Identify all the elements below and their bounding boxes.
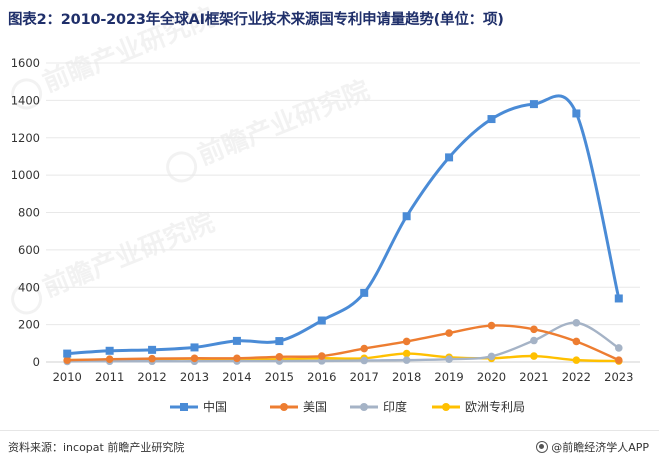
y-tick-label: 600	[18, 243, 40, 257]
footer-divider	[0, 430, 659, 431]
data-point	[530, 336, 538, 345]
series-1	[63, 321, 623, 364]
legend-marker	[360, 403, 368, 411]
watermark-text: 前瞻产业研究院	[38, 207, 218, 304]
x-tick-label: 2016	[307, 370, 336, 384]
y-tick-label: 200	[18, 318, 40, 332]
data-point	[105, 346, 114, 355]
watermark: 前瞻产业研究院	[11, 207, 219, 315]
legend-item: 欧洲专利局	[432, 399, 525, 414]
data-point	[530, 325, 538, 334]
data-point	[402, 212, 411, 221]
data-point	[572, 356, 581, 364]
legend-marker	[180, 403, 188, 411]
data-point	[233, 354, 241, 363]
data-point	[402, 337, 411, 346]
x-tick-label: 2011	[95, 370, 124, 384]
y-tick-label: 1600	[11, 56, 40, 70]
x-tick-label: 2023	[604, 370, 633, 384]
data-point	[487, 352, 496, 361]
data-point	[445, 329, 453, 337]
x-tick-label: 2019	[434, 370, 463, 384]
source-note: 资料来源：incopat 前瞻产业研究院	[8, 441, 185, 454]
data-point	[487, 321, 496, 330]
y-tick-label: 400	[18, 280, 40, 294]
watermark-logo-icon	[11, 78, 43, 110]
legend-label: 美国	[303, 400, 327, 414]
data-point	[572, 337, 581, 346]
data-point	[148, 345, 157, 354]
y-tick-label: 0	[33, 355, 40, 369]
data-point	[445, 355, 453, 363]
data-point	[148, 354, 156, 363]
data-point	[360, 288, 369, 297]
y-tick-label: 1400	[11, 93, 40, 107]
y-tick-label: 800	[18, 206, 40, 220]
data-point	[402, 356, 411, 364]
x-tick-label: 2020	[477, 370, 506, 384]
x-tick-label: 2010	[53, 370, 82, 384]
data-point	[63, 349, 72, 358]
data-point	[487, 115, 496, 124]
watermark-logo-icon	[166, 151, 198, 183]
y-tick-label: 1200	[11, 131, 40, 145]
data-point	[317, 316, 326, 325]
series-layer	[63, 94, 623, 366]
x-tick-label: 2014	[222, 370, 251, 384]
y-tick-label: 1000	[11, 168, 40, 182]
data-point	[445, 153, 454, 162]
x-tick-label: 2015	[265, 370, 294, 384]
legend-label: 印度	[383, 399, 407, 414]
series-0	[63, 94, 623, 358]
x-axis-ticks: 2010 2011 2012 2013 2014 2015 2016 2017 2018 2019…	[53, 370, 634, 384]
x-tick-label: 2018	[392, 370, 421, 384]
watermark-text: 前瞻产业研究院	[193, 75, 373, 172]
data-point	[105, 355, 114, 363]
data-point	[232, 336, 241, 345]
watermark: 前瞻产业研究院	[166, 75, 374, 183]
data-point	[190, 343, 199, 352]
chart-title: 图表2：2010-2023年全球AI框架行业技术来源国专利申请量趋势(单位：项)	[8, 12, 504, 28]
data-point	[572, 109, 581, 118]
data-point	[275, 337, 284, 346]
y-axis-ticks: 0 200 400 600 800 1000 1200 1400 1600	[11, 56, 40, 369]
legend-item: 美国	[270, 400, 327, 414]
data-point	[360, 356, 369, 365]
x-tick-label: 2013	[180, 370, 209, 384]
legend-label: 欧洲专利局	[465, 399, 525, 414]
data-point	[190, 354, 199, 363]
series-line	[67, 94, 621, 356]
legend-marker	[280, 403, 288, 411]
data-point	[402, 349, 411, 358]
x-tick-label: 2021	[519, 370, 548, 384]
data-point	[614, 344, 623, 352]
data-point	[530, 352, 538, 360]
data-point	[63, 356, 72, 364]
gridlines	[46, 62, 640, 363]
legend: 中国 美国 印度 欧洲专利局	[170, 399, 525, 414]
data-point	[614, 294, 623, 303]
data-point	[360, 344, 369, 353]
legend-label: 中国	[203, 399, 227, 414]
x-tick-label: 2012	[137, 370, 166, 384]
brand-credit-text: @前瞻经济学人APP	[551, 441, 649, 454]
brand-credit: @前瞻经济学人APP	[536, 439, 649, 455]
data-point	[614, 356, 623, 364]
data-point	[572, 318, 581, 327]
data-point	[529, 100, 538, 109]
x-tick-label: 2017	[350, 370, 379, 384]
legend-item: 中国	[170, 399, 227, 414]
legend-item: 印度	[350, 399, 407, 414]
data-point	[275, 352, 284, 361]
watermark-logo-icon	[11, 283, 43, 315]
legend-marker	[442, 403, 450, 411]
data-point	[317, 352, 326, 360]
brand-logo-icon	[536, 441, 549, 453]
x-tick-label: 2022	[562, 370, 591, 384]
